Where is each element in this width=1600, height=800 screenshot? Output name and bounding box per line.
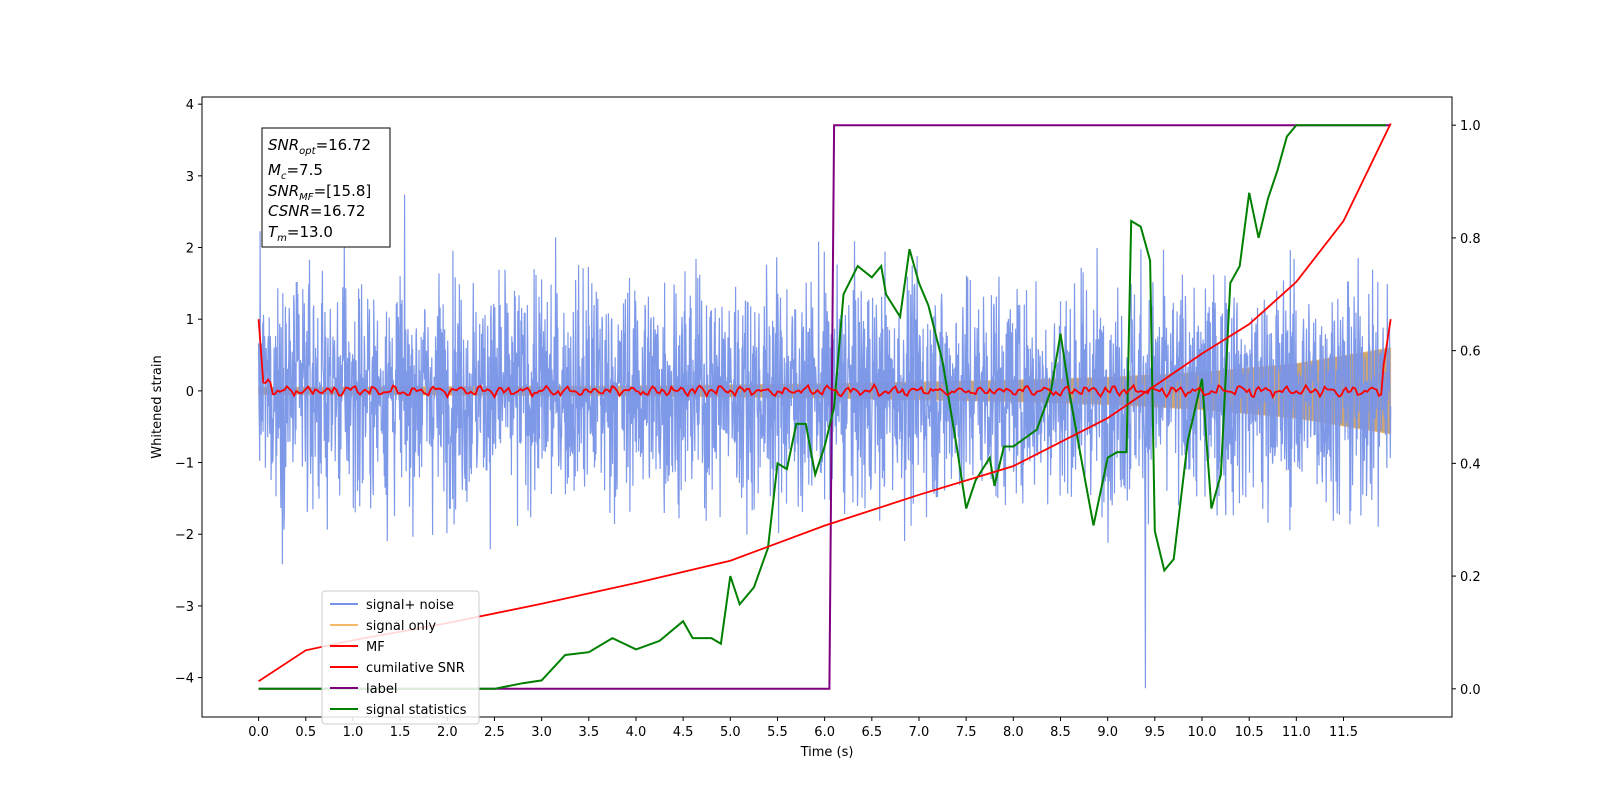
legend-frame bbox=[321, 590, 480, 725]
y-right-tick-label: 0.4 bbox=[1460, 457, 1481, 472]
x-tick-label: 2.0 bbox=[437, 725, 458, 740]
x-tick-label: 11.5 bbox=[1329, 725, 1358, 740]
series-lines-layer bbox=[257, 123, 1392, 690]
info-snr-opt: SNRopt=16.72 bbox=[268, 136, 371, 157]
legend-label-signal-noise: signal+ noise bbox=[366, 598, 454, 613]
axes-frame bbox=[201, 96, 1453, 718]
y-left-tick-label: 3 bbox=[186, 170, 194, 185]
x-tick-label: 9.0 bbox=[1097, 725, 1118, 740]
info-mc: Mc=7.5 bbox=[268, 161, 323, 182]
legend-label-mf: MF bbox=[366, 640, 385, 655]
y-right-tick-label: 0.8 bbox=[1460, 232, 1481, 247]
x-tick-label: 1.5 bbox=[390, 725, 411, 740]
legend: signal+ noise signal only MF cumilative … bbox=[321, 590, 480, 725]
info-box: SNRopt=16.72 Mc=7.5 SNRMF=[15.8] CSNR=16… bbox=[261, 127, 391, 248]
x-tick-label: 11.0 bbox=[1282, 725, 1311, 740]
x-tick-label: 3.5 bbox=[578, 725, 599, 740]
x-tick-label: 9.5 bbox=[1144, 725, 1165, 740]
x-tick-label: 3.0 bbox=[531, 725, 552, 740]
x-tick-label: 4.5 bbox=[673, 725, 694, 740]
legend-label-signal-only: signal only bbox=[366, 619, 436, 634]
x-tick-label: 8.5 bbox=[1050, 725, 1071, 740]
y-left-tick-label: 4 bbox=[186, 98, 194, 113]
legend-label-signal-statistics: signal statistics bbox=[366, 703, 467, 718]
x-tick-label: 7.5 bbox=[956, 725, 977, 740]
plot-area bbox=[257, 123, 1392, 690]
x-tick-label: 5.5 bbox=[767, 725, 788, 740]
info-snr-mf: SNRMF=[15.8] bbox=[268, 182, 371, 203]
x-tick-label: 8.0 bbox=[1003, 725, 1024, 740]
y-left-tick-label: 1 bbox=[186, 313, 194, 328]
x-tick-label: 4.0 bbox=[626, 725, 647, 740]
x-tick-label: 10.0 bbox=[1188, 725, 1217, 740]
y-left-tick-label: 0 bbox=[186, 385, 194, 400]
info-tm: Tm=13.0 bbox=[268, 223, 333, 244]
series-mf bbox=[257, 319, 1392, 400]
legend-label-label: label bbox=[366, 682, 397, 697]
legend-label-cumulative-snr: cumilative SNR bbox=[366, 661, 465, 676]
y-right-tick-label: 1.0 bbox=[1460, 119, 1481, 134]
x-axis-label: Time (s) bbox=[800, 745, 854, 760]
x-tick-label: 6.0 bbox=[814, 725, 835, 740]
ticks-layer: 0.0 0.5 1.0 1.5 2.0 2.5 3.0 3.5 4.0 4.5 5.0 5.5 6.0 6… bbox=[175, 98, 1481, 740]
x-tick-label: 1.0 bbox=[343, 725, 364, 740]
y-left-tick-label: −1 bbox=[175, 457, 194, 472]
series-signal-statistics bbox=[258, 124, 1386, 690]
y-right-tick-label: 0.2 bbox=[1460, 570, 1481, 585]
x-tick-label: 2.5 bbox=[484, 725, 505, 740]
info-box-frame bbox=[261, 127, 391, 248]
y-right-tick-label: 0.0 bbox=[1460, 683, 1481, 698]
x-tick-label: 0.5 bbox=[295, 725, 316, 740]
y-left-tick-label: 2 bbox=[186, 242, 194, 257]
y-left-tick-label: −2 bbox=[175, 528, 194, 543]
y-axis-label: Whitened strain bbox=[150, 355, 165, 458]
series-signal-noise bbox=[258, 194, 1392, 689]
y-right-tick-label: 0.6 bbox=[1460, 345, 1481, 360]
x-tick-label: 7.0 bbox=[909, 725, 930, 740]
x-tick-label: 5.0 bbox=[720, 725, 741, 740]
x-tick-label: 10.5 bbox=[1235, 725, 1264, 740]
series-label bbox=[258, 124, 1391, 690]
y-left-tick-label: −3 bbox=[175, 600, 194, 615]
info-csnr: CSNR=16.72 bbox=[268, 202, 365, 220]
signal-noise-layer bbox=[258, 194, 1392, 689]
x-tick-label: 6.5 bbox=[861, 725, 882, 740]
y-left-tick-label: −4 bbox=[175, 672, 194, 687]
x-tick-label: 0.0 bbox=[248, 725, 269, 740]
